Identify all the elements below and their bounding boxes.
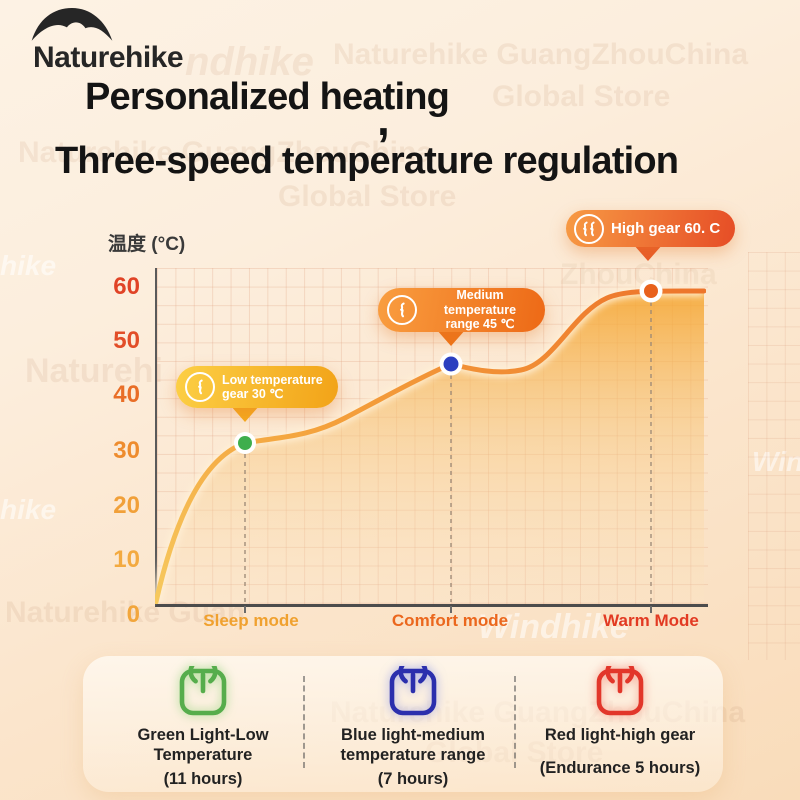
legend-item-green-low: Green Light-Low Temperature (11 hours) — [100, 666, 306, 789]
page-title-line2: Three-speed temperature regulation — [55, 140, 679, 182]
watermark: Naturehi — [25, 352, 163, 390]
watermark: Win — [752, 446, 800, 478]
x-label-warm-mode: Warm Mode — [603, 611, 699, 630]
y-tick-40: 40 — [113, 381, 140, 408]
data-point-medium — [443, 356, 459, 372]
watermark: ndhike — [185, 40, 314, 84]
y-tick-30: 30 — [113, 437, 140, 464]
x-label-sleep-mode: Sleep mode — [203, 611, 299, 630]
badge-medium-line1: Medium temperature — [443, 288, 517, 317]
x-tick-comfort — [450, 606, 452, 613]
legend-label: temperature range — [340, 746, 486, 764]
legend-label: Blue light-medium — [341, 726, 485, 744]
badge-low-line2: gear 30 ℃ — [222, 387, 284, 401]
legend-item-blue-medium: Blue light-medium temperature range (7 h… — [318, 666, 508, 789]
watermark: hike — [0, 250, 57, 281]
power-icon-red — [596, 666, 644, 716]
temperature-curve — [155, 288, 706, 604]
area-fill — [156, 290, 704, 602]
legend-duration: (7 hours) — [377, 770, 449, 788]
page-title-line1: Personalized heating — [85, 76, 450, 118]
power-icon-green — [179, 666, 227, 716]
background-grid-strip — [748, 252, 800, 660]
badge-low-text: Low temperature gear 30 ℃ — [222, 373, 323, 402]
legend-item-red-high: Red light-high gear (Endurance 5 hours) — [520, 666, 720, 778]
legend-duration: (11 hours) — [163, 770, 243, 788]
x-label-comfort-mode: Comfort mode — [391, 611, 509, 630]
legend-label: Green Light-Low — [137, 726, 269, 744]
y-tick-20: 20 — [113, 492, 140, 519]
title-comma: , — [377, 93, 390, 145]
y-axis-label: 温度 (°C) — [108, 234, 186, 255]
watermark: hike — [0, 494, 57, 525]
y-tick-10: 10 — [113, 546, 140, 573]
badge-medium-temperature: Medium temperature range 45 ℃ — [378, 288, 545, 332]
x-tick-sleep — [244, 606, 246, 613]
badge-medium-text: Medium temperature range 45 ℃ — [424, 288, 536, 332]
mountain-logo-icon — [31, 8, 113, 41]
legend-divider — [514, 676, 516, 768]
y-tick-60: 60 — [113, 273, 140, 300]
watermark: Windhike — [478, 608, 629, 646]
y-tick-50: 50 — [113, 327, 140, 354]
watermark: Naturehike GuangZhouChina — [333, 38, 749, 71]
watermark: Naturehike GuangZhouChina — [18, 136, 434, 169]
temperature-curve-chart — [155, 279, 706, 604]
badge-low-temperature: Low temperature gear 30 ℃ — [176, 366, 338, 408]
brand-name: Naturehike — [33, 41, 184, 74]
double-flame-icon — [574, 213, 604, 244]
data-point-low — [238, 436, 252, 450]
badge-medium-line2: range 45 ℃ — [445, 317, 515, 332]
badge-high-gear: High gear 60. C — [566, 210, 735, 247]
watermark: Global Store — [492, 80, 671, 113]
legend-divider — [303, 676, 305, 768]
y-tick-0: 0 — [126, 601, 140, 628]
flame-icon — [185, 372, 215, 402]
power-icon-blue — [389, 666, 437, 716]
legend-label: Temperature — [153, 746, 253, 764]
x-tick-warm — [650, 606, 652, 613]
watermark: Global Store — [278, 180, 457, 213]
legend-label: Red light-high gear — [544, 726, 696, 744]
legend-duration: (Endurance 5 hours) — [539, 759, 701, 777]
badge-high-text: High gear 60. C — [611, 220, 721, 237]
badge-low-line1: Low temperature — [222, 372, 323, 387]
data-point-high — [644, 284, 658, 298]
flame-icon — [387, 295, 417, 325]
